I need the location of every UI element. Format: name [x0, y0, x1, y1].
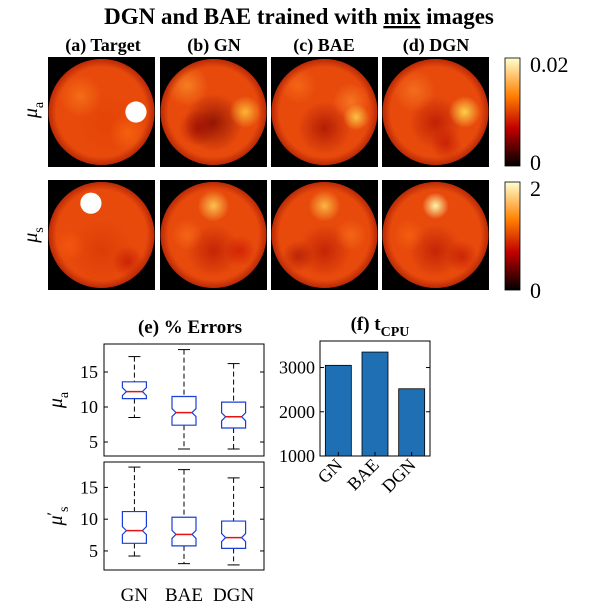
panel-mua-target: [48, 57, 155, 167]
boxplot-axes-0: [103, 343, 265, 457]
panel-mus-gn: [160, 180, 267, 290]
box-gn-0: [121, 356, 147, 418]
bar-gn: [324, 364, 352, 457]
title-prefix: DGN and BAE trained with: [104, 4, 383, 29]
boxplot-ytick-label: 15: [80, 477, 98, 497]
boxplot-title: (e) % Errors: [138, 317, 242, 338]
box-dgn-0: [221, 363, 247, 450]
barchart-xtick-gn: GN: [314, 455, 347, 488]
box-body: [221, 520, 247, 550]
panel-mus-bae: [271, 180, 378, 290]
colorbar-mus-max: 2: [530, 176, 541, 201]
boxplot-ytick-label: 5: [89, 541, 98, 561]
boxplot-ytick-label: 15: [80, 362, 98, 382]
panel-mua-bae: [271, 57, 378, 167]
box-dgn-1: [221, 477, 247, 566]
boxplot-xtick-gn: GN: [121, 585, 149, 606]
box-body: [171, 395, 197, 426]
row-label-mus: μs: [20, 227, 47, 244]
panel-mua-gn: [160, 57, 267, 167]
column-label-gn: (b) GN: [187, 35, 241, 56]
bar-bae: [361, 351, 389, 457]
colorbar-mus-min: 0: [530, 278, 541, 303]
colorbar-mus: [504, 181, 521, 291]
boxplot-ylabel-0: μa: [45, 391, 72, 409]
panel-mus-dgn: [382, 180, 489, 290]
boxplot-chart: μa 5 10 15 μ′s 5 10 15 GN BAE DGN: [45, 343, 265, 606]
box-body: [121, 381, 147, 400]
column-label-dgn: (d) DGN: [403, 35, 470, 56]
box-body: [171, 516, 197, 547]
box-bae-0: [171, 349, 197, 450]
box-body: [221, 401, 247, 429]
barchart-xtick-bae: BAE: [343, 455, 383, 495]
box-bae-1: [171, 469, 197, 565]
panel-mua-dgn: [382, 57, 489, 167]
reconstruction-panels: [48, 57, 489, 290]
column-label-target: (a) Target: [65, 35, 141, 56]
colorbar-mua-max: 0.02: [530, 52, 569, 77]
panel-mus-target: [48, 180, 155, 290]
barchart-title: (f) tCPU: [351, 314, 410, 340]
boxplot-xtick-bae: BAE: [165, 585, 203, 606]
boxplot-ytick-label: 10: [80, 509, 98, 529]
column-label-bae: (c) BAE: [293, 35, 355, 56]
barchart-ytick-label: 1000: [279, 446, 315, 466]
boxplot-ytick-label: 10: [80, 397, 98, 417]
colorbar-mua: [504, 57, 521, 167]
boxplot-ylabel-1: μ′s: [45, 507, 72, 527]
box-body: [121, 510, 147, 544]
bar-dgn: [398, 388, 426, 457]
figure-title: DGN and BAE trained with mix images: [104, 4, 494, 29]
title-suffix: images: [420, 4, 494, 29]
barchart-ytick-label: 3000: [279, 358, 315, 378]
boxplot-ytick-label: 5: [89, 432, 98, 452]
boxplot-xtick-dgn: DGN: [213, 585, 254, 606]
title-underlined: mix: [383, 4, 421, 29]
barchart-xtick-dgn: DGN: [378, 455, 420, 497]
colorbar-mua-min: 0: [530, 150, 541, 175]
barchart-ytick-label: 2000: [279, 402, 315, 422]
box-gn-1: [121, 466, 147, 557]
row-label-mua: μa: [20, 101, 47, 119]
